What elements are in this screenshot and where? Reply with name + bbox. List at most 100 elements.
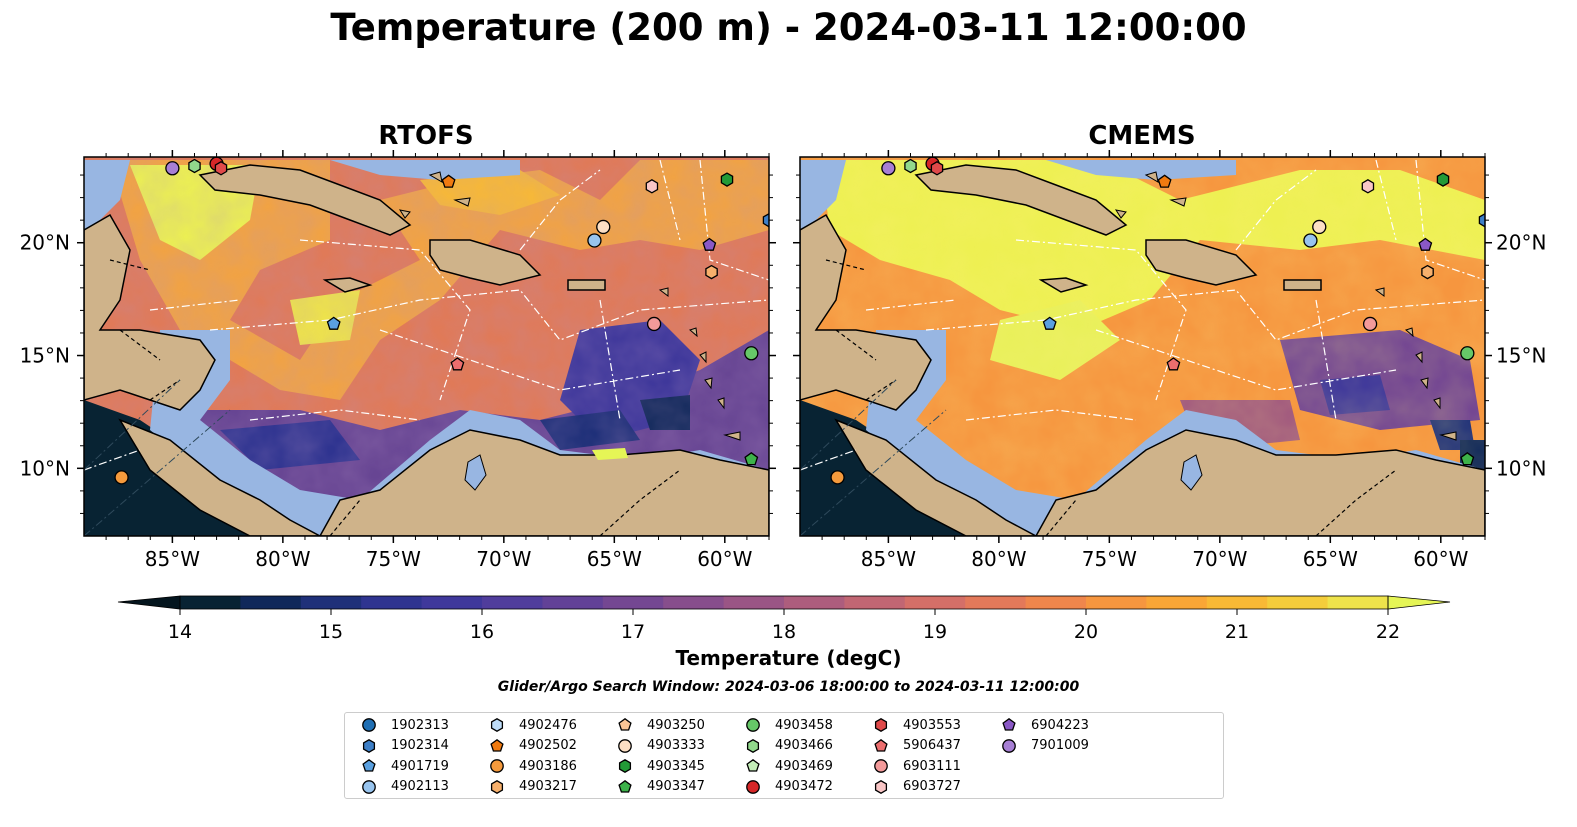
legend-marker-4901719 [362,758,376,772]
legend-marker-icon [618,717,632,731]
legend-marker-5906437 [874,738,888,752]
float-marker-4903186 [830,470,845,485]
map-frame-rtofs [83,156,770,537]
figure-title: Temperature (200 m) - 2024-03-11 12:00:0… [330,6,1247,49]
legend-marker-icon [490,779,504,794]
legend-label: 1902313 [391,717,449,733]
legend-marker-6903727 [874,779,888,794]
land-jamaica [1038,277,1089,293]
legend-label: 4903472 [775,779,833,794]
colorbar-segment [180,596,241,609]
colorbar-under-extension [117,595,181,610]
float-marker-6903727 [645,179,659,194]
legend-label: 4903333 [647,738,705,753]
legend-item-4903553: 4903553 [871,716,961,734]
legend-item-4902113: 4902113 [359,778,449,796]
lat-tick-label: 20°N [20,231,70,255]
legend-marker-icon [490,738,504,752]
legend-item-4903186: 4903186 [487,757,577,775]
colorbar: 14 15 16 17 18 19 20 21 22 [117,595,1451,643]
colorbar-segment [1086,596,1147,609]
colorbar-over-extension [1387,595,1451,610]
float-marker-6903111 [1362,316,1378,332]
float-marker-4903345 [720,172,734,187]
legend-marker-4903345 [618,759,632,773]
legend-marker-1902314 [362,738,376,753]
legend-label: 4903458 [775,717,833,733]
legend-marker-icon [1002,717,1016,731]
legend-label: 7901009 [1031,738,1089,753]
eez-boundaries [800,159,1485,471]
map-frame-cmems [799,156,1486,537]
float-marker-7901009 [881,161,896,176]
legend-item-4903250: 4903250 [615,716,705,734]
colorbar-segment [421,596,483,609]
land-central-america [84,213,216,411]
legend-label: 1902314 [391,738,449,753]
colorbar-tick-label: 14 [168,621,192,643]
lat-tick-label: 15°N [1496,344,1546,368]
search-window-text: Glider/Argo Search Window: 2024-03-06 18… [497,679,1080,695]
legend-label: 4903347 [647,779,705,794]
legend-marker-icon [874,759,888,773]
lon-tick-label: 75°W [1082,547,1137,571]
float-marker-1902314 [1478,212,1485,228]
legend-marker-6903111 [874,759,888,773]
legend-label: 4902476 [519,717,577,733]
float-markers-rtofs [114,157,769,485]
legend-marker-4903250 [618,717,632,731]
legend-marker-icon [1002,738,1016,753]
float-marker-6903727 [1361,179,1375,194]
colorbar-tick-label: 22 [1376,621,1400,643]
legend-marker-icon [874,718,888,732]
lon-tick-label: 75°W [366,547,421,571]
float-marker-6903111 [646,316,662,332]
float-marker-1902314 [762,212,769,228]
lon-tick-label: 80°W [971,547,1026,571]
float-marker-4903553 [214,161,228,176]
float-marker-4903217 [705,264,718,280]
legend-label: 5906437 [903,738,961,753]
legend-item-5906437: 5906437 [871,737,961,755]
legend-marker-7901009 [1002,738,1016,753]
legend-marker-icon [618,738,632,753]
legend-item-4901719: 4901719 [359,757,449,775]
float-marker-4903333 [1312,219,1327,235]
legend-label: 4902113 [391,779,449,794]
float-marker-4902502 [441,174,456,188]
legend-label: 6903111 [903,758,961,774]
legend-marker-icon [490,759,504,773]
float-marker-4902113 [1303,233,1318,248]
legend-marker-4903466 [746,738,760,753]
land-cuba [198,164,412,236]
legend-marker-icon [618,779,632,793]
colorbar-tick-label: 19 [923,621,947,643]
land-south-america [1035,429,1485,536]
map-panel-cmems: 85°W 80°W 75°W 70°W 65°W 60°W 20°N 15°N 10°N [793,150,1546,571]
map-panel-rtofs: 85°W 80°W 75°W 70°W 65°W 60°W 20°N 15°N 10°N [20,150,776,571]
legend-item-4902502: 4902502 [487,737,577,755]
legend-marker-4903472 [746,779,760,794]
legend-marker-icon [490,718,504,732]
legend-marker-icon [362,718,376,732]
legend-marker-icon [362,779,376,794]
legend-item-4903345: 4903345 [615,757,705,775]
colorbar-tick-label: 20 [1074,621,1098,643]
float-marker-6904223 [702,237,717,251]
float-marker-4903347 [744,451,759,466]
float-marker-5906437 [450,357,465,371]
colorbar-tick-label: 21 [1225,621,1249,643]
legend-marker-6904223 [1002,717,1016,731]
land-south-america [319,429,769,536]
legend-marker-4903347 [618,779,632,793]
legend-item-4902476: 4902476 [487,716,577,734]
lon-tick-label: 80°W [255,547,310,571]
lon-tick-label: 65°W [1303,547,1358,571]
legend-item-4903347: 4903347 [615,778,705,796]
colorbar-segment [361,596,423,609]
legend-marker-1902313 [362,718,376,732]
float-marker-4903217 [1421,264,1434,280]
legend-label: 4903250 [647,717,705,733]
legend-item-4903469: 4903469 [743,757,833,775]
land-puerto-rico [567,279,606,291]
